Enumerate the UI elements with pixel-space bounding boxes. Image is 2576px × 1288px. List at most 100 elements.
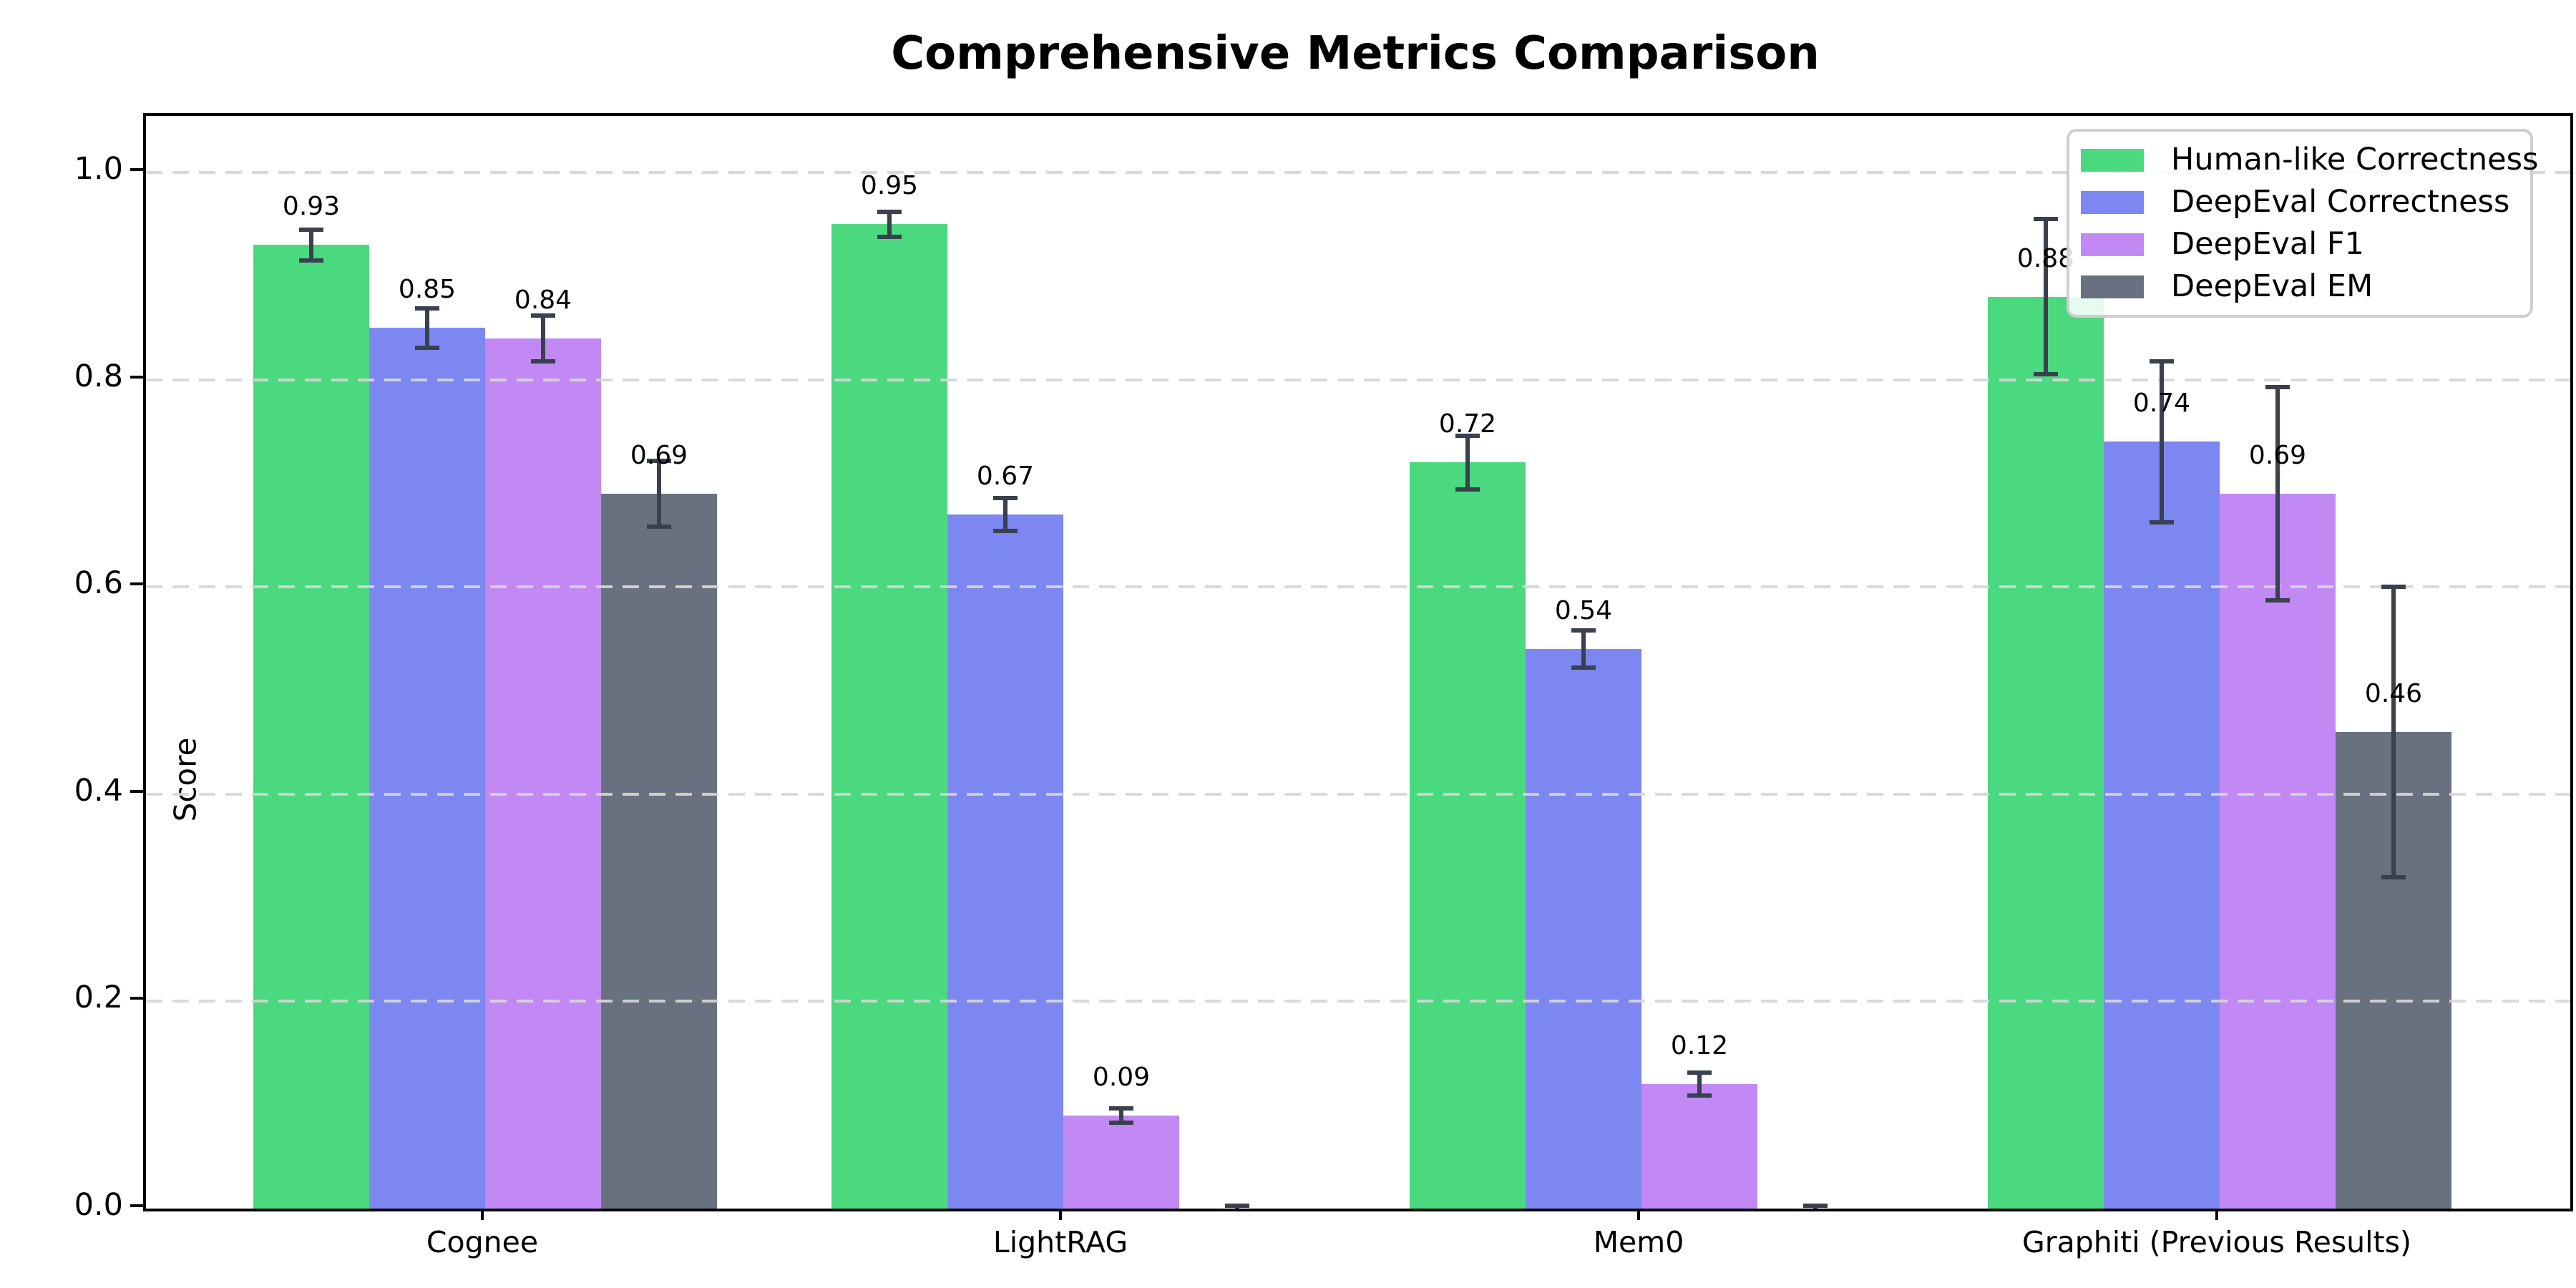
error-bar-cap: [415, 345, 439, 350]
error-bar-cap: [877, 210, 902, 215]
bar-value-label: 0.12: [1670, 1031, 1729, 1061]
error-bar: [2160, 361, 2164, 523]
error-bar: [657, 460, 661, 527]
y-tick-label: 0.2: [74, 980, 123, 1016]
y-tick-label: 0.0: [74, 1187, 123, 1223]
error-bar: [309, 229, 313, 261]
bar-value-label: 0.72: [1438, 409, 1497, 439]
error-bar-cap: [877, 234, 902, 239]
bar-deepeval-f1-mem0: [1641, 1084, 1757, 1209]
y-tick-mark: [130, 168, 143, 171]
x-tick-mark: [1637, 1209, 1640, 1220]
bar-deepeval-em-cognee: [601, 493, 717, 1209]
bar-human-like-correctness-mem0: [1410, 462, 1526, 1209]
error-bar-cap: [2381, 585, 2406, 590]
error-bar-cap: [993, 529, 1018, 533]
bar-value-label: 0.84: [514, 285, 572, 315]
error-bar-cap: [1803, 1203, 1828, 1208]
bar-deepeval-correctness-mem0: [1526, 649, 1641, 1209]
error-bar-cap: [2150, 520, 2174, 525]
legend: Human-like Correctness DeepEval Correctne…: [2067, 129, 2538, 318]
y-tick-label: 1.0: [74, 151, 123, 187]
error-bar: [541, 315, 545, 361]
y-tick-label: 0.8: [74, 358, 123, 394]
bar-deepeval-correctness-graphiti-previous-results-: [2104, 441, 2220, 1209]
bar-human-like-correctness-cognee: [253, 245, 369, 1209]
legend-label: DeepEval EM: [2171, 268, 2373, 304]
error-bar-cap: [1455, 433, 1480, 438]
error-bar-cap: [531, 358, 555, 364]
legend-item: Human-like Correctness: [2081, 139, 2538, 181]
x-tick-label: Cognee: [426, 1225, 539, 1259]
error-bar-cap: [1571, 628, 1596, 633]
legend-label: DeepEval F1: [2171, 226, 2364, 262]
error-bar-cap: [993, 495, 1018, 500]
legend-swatch-icon: [2081, 275, 2144, 298]
x-tick-label: Mem0: [1593, 1225, 1684, 1259]
error-bar-cap: [1687, 1070, 1712, 1075]
error-bar-cap: [531, 313, 555, 318]
bar-deepeval-f1-cognee: [485, 338, 601, 1209]
error-bar-cap: [2034, 217, 2058, 222]
bar-value-label: 0.54: [1554, 596, 1613, 626]
error-bar-cap: [299, 258, 323, 263]
y-tick-label: 0.6: [74, 565, 123, 602]
error-bar-cap: [2265, 598, 2290, 603]
x-tick-label: Graphiti (Previous Results): [2022, 1225, 2411, 1259]
error-bar-cap: [2150, 358, 2174, 364]
legend-swatch-icon: [2081, 190, 2144, 214]
error-bar-cap: [1687, 1093, 1712, 1098]
error-bar: [1697, 1073, 1702, 1096]
error-bar-cap: [1109, 1106, 1133, 1111]
error-bar: [2275, 386, 2280, 601]
gridline: [146, 378, 2570, 381]
error-bar-cap: [1225, 1203, 1249, 1208]
bar-value-label: 0.67: [976, 461, 1035, 491]
y-tick-mark: [130, 375, 143, 379]
bar-deepeval-correctness-cognee: [369, 328, 485, 1209]
bar-value-label: 0.88: [2016, 243, 2075, 273]
bar-value-label: 0.95: [860, 171, 919, 201]
bar-deepeval-correctness-lightrag: [947, 514, 1063, 1209]
error-bar: [1003, 497, 1008, 531]
bar-deepeval-f1-lightrag: [1063, 1115, 1179, 1209]
error-bar: [1119, 1108, 1123, 1123]
bar-value-label: 0.85: [398, 275, 457, 305]
bar-value-label: 0.46: [2364, 678, 2423, 708]
error-bar: [887, 212, 892, 237]
error-bar-cap: [2034, 372, 2058, 377]
x-tick-label: LightRAG: [992, 1225, 1128, 1259]
error-bar: [2044, 219, 2048, 375]
legend-item: DeepEval EM: [2081, 265, 2530, 308]
x-tick-mark: [1059, 1209, 1062, 1220]
x-tick-mark: [2215, 1209, 2218, 1220]
bar-value-label: 0.09: [1092, 1062, 1151, 1092]
legend-item: DeepEval Correctness: [2081, 181, 2530, 223]
gridline: [146, 792, 2570, 796]
error-bar-cap: [1109, 1120, 1133, 1125]
error-bar-cap: [1455, 487, 1480, 492]
bar-value-label: 0.74: [2132, 389, 2191, 419]
y-axis-label: Score: [167, 737, 203, 822]
error-bar-cap: [415, 306, 439, 311]
error-bar-cap: [647, 525, 671, 530]
y-tick-label: 0.4: [74, 772, 123, 809]
gridline: [146, 585, 2570, 589]
legend-swatch-icon: [2081, 233, 2144, 256]
error-bar: [2391, 587, 2396, 877]
bar-value-label: 0.69: [630, 440, 688, 470]
legend-item: DeepEval F1: [2081, 223, 2530, 265]
error-bar: [1581, 630, 1586, 668]
bar-human-like-correctness-graphiti-previous-results-: [1988, 296, 2104, 1209]
bar-human-like-correctness-lightrag: [831, 224, 947, 1209]
y-tick-mark: [130, 1204, 143, 1207]
legend-swatch-icon: [2081, 148, 2144, 172]
y-tick-mark: [130, 582, 143, 586]
error-bar-cap: [647, 458, 671, 463]
gridline: [146, 171, 2570, 174]
y-tick-mark: [130, 789, 143, 793]
error-bar: [1465, 435, 1470, 490]
x-tick-mark: [481, 1209, 484, 1220]
gridline: [146, 1000, 2570, 1003]
legend-label: DeepEval Correctness: [2171, 184, 2510, 220]
